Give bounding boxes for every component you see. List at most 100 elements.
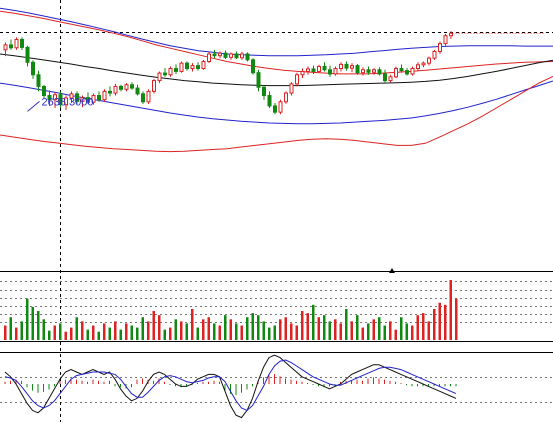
candle-body — [361, 69, 365, 74]
candle-body — [267, 95, 272, 107]
volume-bar — [59, 323, 62, 340]
volume-bar — [378, 317, 381, 340]
volume-bar — [70, 327, 73, 340]
candle-body — [438, 43, 442, 53]
volume-bar — [141, 317, 144, 340]
candle-body — [328, 69, 332, 75]
candle-body — [245, 53, 250, 61]
candle-body — [174, 68, 178, 72]
volume-bar — [163, 329, 166, 340]
candle-body — [146, 90, 151, 103]
volume-bar — [334, 319, 337, 340]
candle-body — [432, 51, 437, 59]
outer-upper-band-line — [0, 10, 553, 75]
volume-bar — [26, 298, 29, 340]
candle-body — [251, 59, 255, 74]
volume-bar — [37, 311, 40, 340]
candle-body — [141, 93, 145, 103]
candle-body — [36, 74, 41, 87]
volume-bar — [202, 319, 205, 340]
candle-body — [394, 68, 398, 78]
candle-body — [284, 92, 288, 103]
candle-body — [405, 70, 409, 75]
volume-bar — [240, 325, 243, 340]
candle-body — [229, 53, 233, 58]
volume-bar — [427, 321, 430, 340]
volume-bar — [235, 323, 238, 340]
candle-body — [311, 68, 316, 72]
candle-body — [388, 76, 393, 82]
candle-body — [42, 85, 46, 97]
volume-bar — [207, 317, 210, 340]
low-marker-pointer — [27, 100, 40, 112]
candle-body — [240, 53, 244, 59]
volume-bar — [356, 315, 359, 340]
volume-bar — [224, 315, 227, 340]
candle-body — [31, 61, 35, 76]
candle-body — [427, 57, 431, 64]
candle-body — [196, 65, 200, 70]
volume-bar — [92, 325, 95, 340]
candle-body — [366, 69, 371, 73]
volume-bar — [438, 302, 441, 340]
volume-bar — [312, 304, 315, 340]
volume-bar — [251, 313, 254, 340]
candle-body — [218, 52, 222, 57]
candle-body — [113, 85, 118, 94]
center-band-line — [0, 53, 553, 87]
candle-body — [273, 105, 277, 113]
candle-body — [64, 97, 68, 106]
volume-bar — [130, 325, 133, 340]
candle-body — [69, 93, 74, 99]
candle-body — [339, 63, 343, 70]
mid-upper-band-line — [0, 7, 553, 57]
candle-body — [350, 65, 354, 69]
candle-body — [163, 72, 167, 76]
candle-body — [344, 63, 349, 69]
candle-body — [102, 90, 107, 101]
volume-bar — [86, 329, 89, 340]
volume-bar — [455, 298, 458, 340]
volume-bar — [218, 325, 221, 340]
volume-bar — [196, 327, 199, 340]
volume-bar — [119, 329, 122, 340]
candle-body — [135, 87, 140, 95]
volume-bar — [339, 323, 342, 340]
volume-bar — [42, 319, 45, 340]
volume-bar — [15, 327, 18, 340]
volume-bar — [103, 323, 106, 340]
volume-bar — [185, 323, 188, 340]
candle-body — [262, 86, 266, 97]
volume-bar — [416, 315, 419, 340]
volume-bar — [114, 321, 117, 340]
volume-bar — [53, 325, 56, 340]
volume-bar — [108, 327, 111, 340]
volume-bar — [229, 319, 232, 340]
volume-bar — [147, 321, 150, 340]
volume-bar — [290, 323, 293, 340]
volume-bar — [48, 330, 51, 340]
volume-bar — [180, 321, 183, 340]
candle-body — [207, 53, 211, 62]
candle-body — [80, 97, 85, 102]
candle-body — [410, 68, 415, 75]
volume-bar — [345, 308, 348, 340]
candle-body — [295, 74, 299, 85]
volume-bar — [295, 325, 298, 340]
candle-body — [20, 38, 24, 48]
candle-body — [157, 72, 162, 82]
candle-body — [47, 95, 52, 101]
volume-bar — [328, 321, 331, 340]
candle-body — [416, 64, 420, 70]
volume-bar — [9, 317, 12, 340]
candle-body — [300, 70, 305, 76]
volume-bar — [31, 306, 34, 340]
candle-body — [333, 68, 338, 75]
volume-bar — [246, 317, 249, 340]
candle-body — [443, 35, 448, 45]
candle-body — [53, 94, 57, 101]
volume-bar — [174, 319, 177, 340]
volume-bar — [323, 315, 326, 340]
